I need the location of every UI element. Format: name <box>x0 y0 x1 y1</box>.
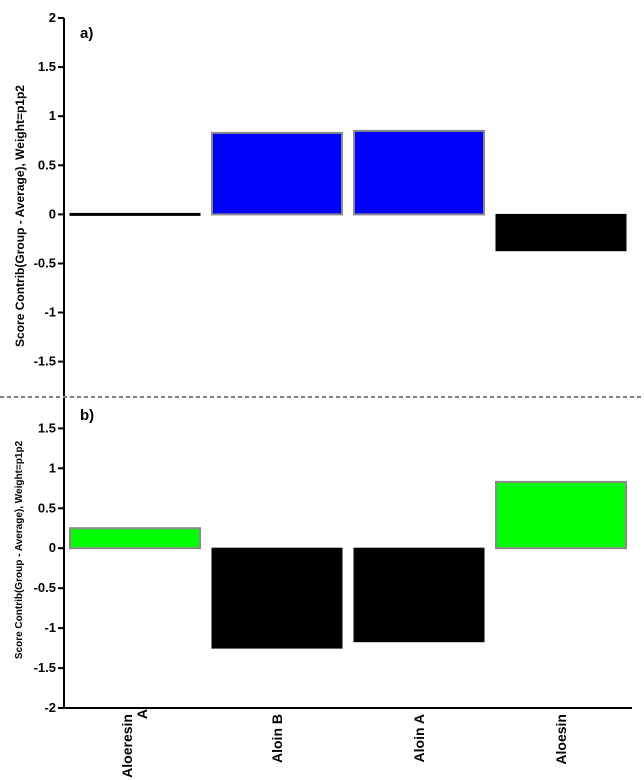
panel-a-tick-label: 0 <box>49 206 56 221</box>
panel-a-label: a) <box>80 25 93 42</box>
panel-a-tick-label: -0.5 <box>34 256 56 271</box>
panel-a-bar-aloin-b <box>211 131 343 216</box>
x-label-aloesin: Aloesin <box>553 714 569 765</box>
x-label-line: Aloeresin <box>119 714 135 778</box>
x-label-line: Aloin B <box>269 714 285 763</box>
panel-b-tick-label: -1.5 <box>34 660 56 675</box>
panel-a-bar-aloesin <box>495 213 627 252</box>
panel-b-tick-label: -1 <box>44 620 56 635</box>
panel-b-y-ticks: 1.5 1 0.5 0 -0.5 -1 -1.5 -2 <box>34 420 64 715</box>
x-category-labels: AloeresinA Aloin B Aloin A Aloesin <box>119 709 569 778</box>
x-label-aloeresin-a: AloeresinA <box>119 709 150 778</box>
x-label-line: A <box>134 709 150 719</box>
panel-a-tick-label: 1.5 <box>38 59 56 74</box>
panel-b-bar-aloin-b <box>211 547 343 649</box>
panel-b-bar-aloesin <box>495 480 627 550</box>
x-label-line: Aloin A <box>411 714 427 762</box>
panel-a-y-ticks: 2 1.5 1 0.5 0 -0.5 -1 -1.5 <box>34 10 64 369</box>
panel-a-tick-label: 1 <box>49 108 56 123</box>
x-label-line: Aloesin <box>553 714 569 765</box>
panel-b-bar-aloin-a <box>353 547 485 643</box>
panel-b-bar-aloeresin-a <box>69 527 201 550</box>
panel-a-bars <box>69 129 627 252</box>
panel-b-tick-label: 1.5 <box>38 420 56 435</box>
panel-b-label: b) <box>80 407 94 424</box>
panel-b-tick-label: 1 <box>49 460 56 475</box>
panel-a-bar-aloeresin-a <box>69 212 201 216</box>
panel-b-bars <box>69 480 627 649</box>
panel-a-bar-aloin-a <box>353 129 485 216</box>
panel-b-y-axis-label: Score Contrib(Group - Average), Weight=p… <box>14 440 25 659</box>
panel-a-tick-label: -1.5 <box>34 354 56 369</box>
panel-b-tick-label: 0 <box>49 540 56 555</box>
panel-b: b) 1.5 1 0.5 0 -0.5 -1 -1.5 -2 Score Contrib(Gr… <box>14 398 632 715</box>
panel-a: a) 2 1.5 1 0.5 0 -0.5 -1 -1.5 Score Contrib(Gro… <box>13 10 627 396</box>
x-label-aloin-a: Aloin A <box>411 714 427 762</box>
panel-b-tick-label: -2 <box>44 700 56 715</box>
panel-a-tick-label: 0.5 <box>38 157 56 172</box>
panel-a-y-axis-label: Score Contrib(Group - Average), Weight=p… <box>13 85 27 347</box>
panel-b-tick-label: 0.5 <box>38 500 56 515</box>
x-label-aloin-b: Aloin B <box>269 714 285 763</box>
panel-a-tick-label: -1 <box>44 305 56 320</box>
panel-a-tick-label: 2 <box>49 10 56 25</box>
panel-b-tick-label: -0.5 <box>34 580 56 595</box>
